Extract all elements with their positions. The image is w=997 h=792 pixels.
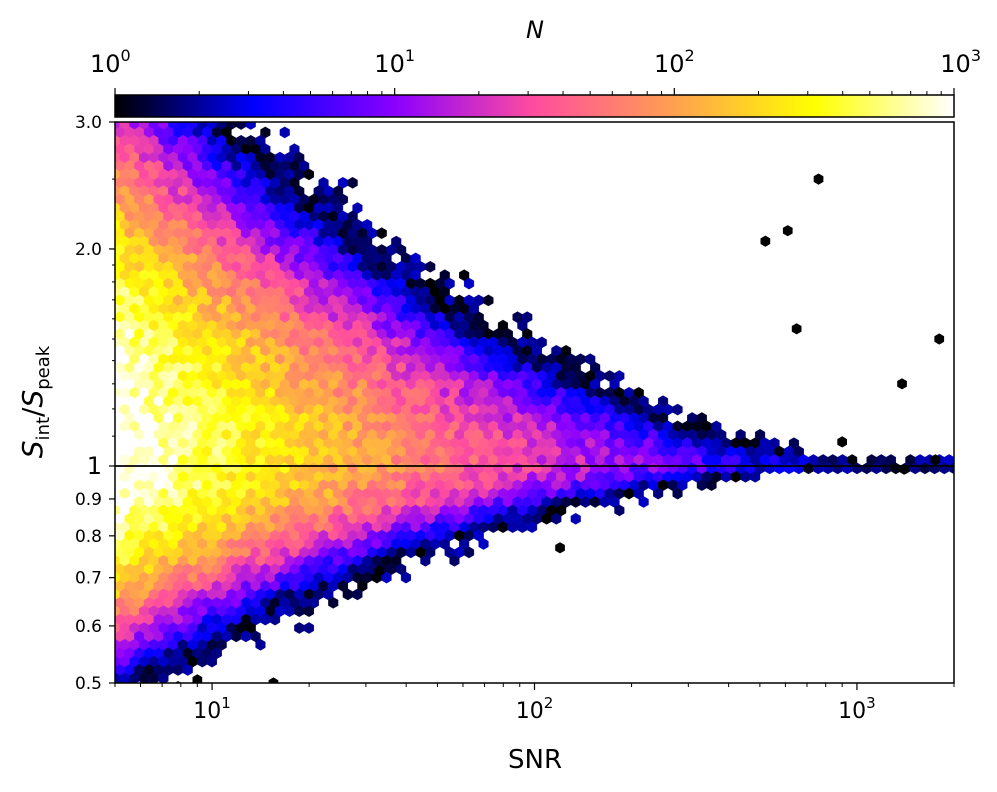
- hex-cell: [115, 122, 121, 130]
- y-label-sub1: int: [33, 417, 54, 440]
- hex-cell: [425, 260, 436, 273]
- hex-cell: [245, 122, 256, 130]
- y-axis-ticks: 0.5 0.6 0.7 0.8 0.9 1 2.0 3.0: [75, 113, 115, 694]
- colorbar-tick-label: 102: [654, 46, 695, 78]
- hex-cell: [527, 521, 538, 534]
- hex-cell: [420, 554, 431, 567]
- hex-cell: [551, 512, 562, 525]
- x-tick-label: 103: [838, 694, 876, 724]
- y-axis-label: Sint/Speak: [16, 345, 54, 458]
- colorbar-gradient: [114, 94, 955, 118]
- hex-cell: [953, 456, 954, 464]
- hex-cell: [653, 487, 664, 500]
- hex-cell: [570, 512, 581, 525]
- hex-cell: [478, 538, 489, 550]
- x-axis-label: SNR: [508, 745, 562, 775]
- hex-cell: [352, 588, 363, 601]
- colorbar-tick-label: 101: [374, 46, 415, 78]
- hex-cell: [706, 479, 717, 492]
- y-tick-label: 0.8: [75, 527, 102, 547]
- x-axis-ticks: 101 102 103: [114, 683, 955, 724]
- y-tick-label: 3.0: [75, 113, 102, 133]
- colorbar-tick-label: 100: [90, 46, 131, 78]
- x-tick-label: 101: [193, 694, 231, 724]
- plot-area: 101 102 103 0.5 0.6 0.7 0.8 0.9 1 2.0 3.0: [75, 113, 955, 724]
- hex-cell: [347, 176, 358, 189]
- x-tick-label: 102: [516, 694, 554, 724]
- y-tick-label: 0.5: [75, 674, 102, 694]
- hexbin-cells: [115, 122, 954, 683]
- hex-cell: [376, 227, 387, 240]
- hex-cell: [400, 571, 411, 584]
- hex-cell: [235, 122, 247, 130]
- hex-cell: [449, 554, 460, 567]
- y-tick-label: 2.0: [75, 240, 102, 260]
- y-label-s1: S: [16, 440, 49, 458]
- colorbar: N 100 101 102 103: [90, 16, 981, 118]
- y-tick-label: 0.9: [75, 490, 102, 510]
- y-label-s2: S: [16, 390, 49, 408]
- hex-cell: [614, 504, 625, 517]
- colorbar-label: N: [526, 16, 544, 44]
- y-tick-label: 0.7: [75, 569, 102, 589]
- hex-cell: [303, 168, 314, 181]
- hex-cell: [464, 277, 475, 290]
- hex-cell: [483, 294, 494, 307]
- hex-cell: [464, 546, 475, 559]
- colorbar-ticks: 100 101 102 103: [90, 46, 981, 95]
- hex-cell: [638, 496, 649, 508]
- hex-cell: [672, 487, 683, 500]
- colorbar-tick-label: 103: [940, 46, 981, 78]
- y-tick-label: 0.6: [75, 617, 102, 637]
- hex-cell: [672, 403, 683, 416]
- y-label-sub2: peak: [33, 345, 54, 390]
- y-tick-label: 1: [87, 452, 102, 480]
- hex-cell: [279, 126, 290, 139]
- hex-cell: [750, 470, 761, 483]
